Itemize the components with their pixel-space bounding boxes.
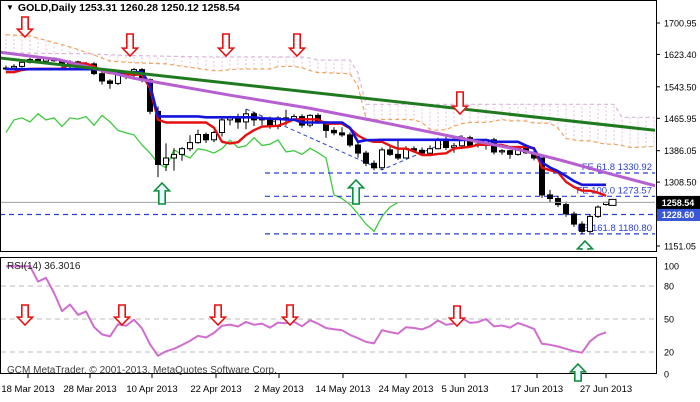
candle bbox=[339, 132, 345, 136]
chikou-span-line bbox=[5, 112, 399, 233]
sell-arrow-icon bbox=[208, 304, 228, 327]
svg-text:1258.54: 1258.54 bbox=[662, 198, 695, 208]
date-tick-label: 27 Jun 2013 bbox=[580, 384, 632, 395]
price-tick-label: 1308.50 bbox=[664, 178, 697, 188]
buy-arrow-icon bbox=[152, 181, 172, 205]
sell-arrow-icon bbox=[112, 304, 132, 327]
candle bbox=[499, 150, 505, 153]
rsi-tick-label: 20 bbox=[664, 348, 674, 358]
sell-arrow-icon bbox=[280, 304, 300, 327]
violet-ma-line bbox=[1, 50, 655, 188]
candle bbox=[571, 213, 577, 225]
sell-arrow-icon bbox=[450, 91, 470, 116]
sell-arrow-icon bbox=[447, 305, 467, 328]
candle bbox=[363, 152, 369, 164]
price-pane-border bbox=[0, 0, 657, 252]
candle bbox=[547, 194, 553, 199]
svg-text:1228.60: 1228.60 bbox=[662, 210, 695, 220]
rsi-tick-label: 50 bbox=[664, 315, 674, 325]
candle bbox=[163, 157, 169, 165]
candle bbox=[539, 157, 545, 196]
candle bbox=[355, 144, 361, 154]
candle bbox=[595, 206, 601, 217]
fibo-level-label: FE 100.0 1273.57 bbox=[576, 185, 652, 196]
candle bbox=[371, 162, 377, 169]
candle bbox=[563, 204, 569, 215]
buy-arrow-icon bbox=[346, 178, 366, 205]
kijun-sen-line bbox=[6, 67, 606, 187]
candle bbox=[203, 134, 209, 141]
price-tick-label: 1623.40 bbox=[664, 50, 697, 60]
price-pane: FE 61.8 1330.92 FE 100.0 1273.57 FE 161.8 … bbox=[1, 16, 655, 250]
sell-arrow-icon bbox=[15, 16, 35, 39]
candle bbox=[579, 223, 585, 232]
candle bbox=[379, 149, 385, 169]
candle bbox=[11, 65, 17, 69]
candle bbox=[99, 73, 105, 82]
candle bbox=[507, 150, 513, 155]
price-tick-label: 1700.95 bbox=[664, 19, 697, 29]
date-tick-label: 18 Mar 2013 bbox=[1, 384, 54, 395]
sell-arrow-icon bbox=[216, 33, 236, 58]
price-tick-label: 1465.95 bbox=[664, 114, 697, 124]
date-tick-label: 5 Jun 2013 bbox=[441, 384, 488, 395]
rsi-tick-label: 80 bbox=[664, 282, 674, 292]
candle bbox=[395, 153, 401, 159]
sell-arrow-icon bbox=[15, 304, 35, 327]
candle bbox=[179, 148, 185, 155]
buy-arrow-icon bbox=[575, 239, 595, 250]
sell-arrow-icon bbox=[120, 33, 140, 58]
date-tick-label: 22 Apr 2013 bbox=[190, 384, 241, 395]
candle bbox=[443, 139, 449, 148]
date-tick-label: 28 Mar 2013 bbox=[63, 384, 116, 395]
senkou-span-a-line bbox=[5, 34, 655, 148]
bid-price-badge bbox=[657, 195, 700, 209]
date-tick-label: 2 May 2013 bbox=[254, 384, 304, 395]
candle bbox=[555, 198, 561, 206]
candle bbox=[347, 134, 353, 146]
candle bbox=[587, 215, 593, 232]
senkou-span-b-line bbox=[5, 52, 654, 118]
price-signal-arrows bbox=[15, 16, 595, 250]
candle bbox=[187, 142, 193, 150]
candle bbox=[171, 153, 177, 159]
fibo-level-label: FE 61.8 1330.92 bbox=[582, 162, 652, 173]
candle bbox=[331, 129, 337, 134]
price-tick-label: 1151.05 bbox=[664, 241, 696, 251]
candle bbox=[211, 132, 217, 141]
candle bbox=[419, 149, 425, 154]
time-axis: 18 Mar 2013 28 Mar 2013 10 Apr 2013 22 Apr … bbox=[1, 374, 632, 395]
candle bbox=[435, 139, 441, 150]
rsi-tick-label: 0 bbox=[664, 370, 669, 380]
date-tick-label: 24 May 2013 bbox=[379, 384, 434, 395]
price-tick-label: 1543.50 bbox=[664, 82, 697, 92]
current-price-marker bbox=[608, 198, 617, 206]
candles bbox=[3, 57, 609, 235]
date-tick-label: 17 Jun 2013 bbox=[511, 384, 563, 395]
date-tick-label: 10 Apr 2013 bbox=[126, 384, 177, 395]
candle bbox=[107, 80, 113, 84]
rsi-tick-label: 100 bbox=[664, 262, 679, 272]
candle bbox=[219, 119, 225, 134]
fibo-level-label: FE 161.8 1180.80 bbox=[577, 223, 652, 234]
hline-price-badge bbox=[657, 208, 700, 221]
candle bbox=[195, 134, 201, 144]
date-tick-label: 14 May 2013 bbox=[316, 384, 371, 395]
descending-trendline bbox=[1, 56, 655, 132]
sell-arrow-icon bbox=[287, 33, 307, 58]
rsi-pane: 100 80 50 20 0 bbox=[1, 262, 679, 382]
candle bbox=[387, 149, 393, 155]
tenkan-sen-line bbox=[6, 62, 607, 198]
price-axis: 1700.95 1623.40 1543.50 1465.95 1386.05 1308.… bbox=[656, 19, 700, 251]
price-tick-label: 1386.05 bbox=[664, 146, 697, 156]
candle bbox=[427, 148, 433, 154]
rsi-pane-border bbox=[0, 257, 657, 374]
candle bbox=[19, 61, 25, 67]
buy-arrow-icon bbox=[568, 362, 588, 382]
rsi-line bbox=[6, 265, 607, 357]
ichimoku-cloud bbox=[5, 34, 655, 148]
